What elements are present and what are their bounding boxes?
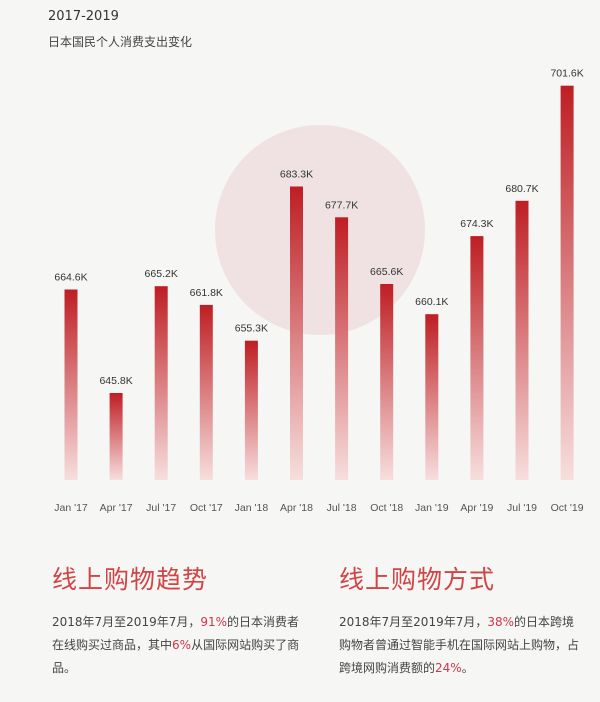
online-shopping-method-text: 2018年7月至2019年7月，38%的日本跨境购物者曾通过智能手机在国际网站上…	[339, 611, 584, 680]
highlight-6-percent: 6%	[172, 638, 192, 652]
x-tick-label: Jul '17	[146, 502, 176, 514]
bar-Jul '19	[515, 200, 529, 481]
bar-Oct '18	[380, 284, 394, 480]
bar-Jul '18	[335, 217, 349, 481]
x-tick-label: Oct '18	[370, 502, 403, 514]
online-shopping-method-title: 线上购物方式	[339, 565, 496, 594]
x-tick-label: Jul '19	[507, 502, 537, 514]
bar-Jan '19	[425, 314, 439, 480]
chart-years: 2017-2019	[48, 9, 119, 24]
data-label: 665.6K	[370, 266, 403, 278]
chart-title: 日本国民个人消费支出变化	[48, 35, 193, 49]
highlight-91-percent: 91%	[200, 615, 228, 629]
data-label: 665.2K	[145, 268, 178, 280]
data-label: 701.6K	[550, 68, 583, 80]
data-label: 661.8K	[190, 287, 223, 299]
data-label: 680.7K	[505, 183, 538, 195]
online-shopping-trend-section: 线上购物趋势 2018年7月至2019年7月，91%的日本消费者在线购买过商品，…	[52, 560, 302, 680]
highlight-38-percent: 38%	[487, 615, 515, 629]
text-fragment: 从国际网站购买了商品。	[52, 638, 300, 675]
bar-Jan '18	[244, 340, 258, 480]
online-shopping-method-section: 线上购物方式 2018年7月至2019年7月，38%的日本跨境购物者曾通过智能手…	[339, 560, 584, 680]
data-label: 677.7K	[325, 199, 358, 211]
text-fragment: 的日本跨境购物者曾通过智能手机在国际网站上购物，占跨境网购消费额的	[339, 615, 580, 675]
bar-Apr '17	[109, 393, 123, 480]
data-label: 655.3K	[235, 323, 268, 335]
bar-Oct '17	[199, 304, 213, 480]
bar-Apr '18	[290, 186, 303, 480]
bar-chart: 664.6K Jan '17 645.8K Apr '17 665.2K Jul '17 6…	[54, 68, 584, 514]
x-tick-label: Jul '18	[327, 502, 357, 514]
bar-Jan '17	[64, 289, 78, 480]
bar-Oct '19	[560, 85, 574, 480]
text-fragment: 2018年7月至2019年7月，	[52, 615, 201, 629]
data-label: 660.1K	[415, 296, 448, 308]
text-fragment: 的日本消费者在线购买过商品，其中	[52, 615, 300, 652]
x-tick-label: Apr '18	[280, 502, 313, 514]
data-label: 674.3K	[460, 218, 493, 230]
data-label: 683.3K	[280, 169, 313, 181]
x-tick-label: Oct '19	[551, 502, 584, 514]
text-fragment: 。	[461, 661, 474, 675]
data-label: 664.6K	[54, 272, 87, 284]
text-fragment: 2018年7月至2019年7月，	[339, 615, 488, 629]
x-tick-label: Jan '18	[235, 502, 269, 514]
x-tick-label: Apr '19	[460, 502, 493, 514]
bar-Apr '19	[470, 236, 484, 480]
data-label: 645.8K	[99, 375, 132, 387]
highlight-24-percent: 24%	[435, 661, 462, 675]
x-tick-label: Apr '17	[100, 502, 133, 514]
x-tick-label: Oct '17	[190, 502, 223, 514]
online-shopping-trend-title: 线上购物趋势	[52, 565, 209, 594]
x-tick-label: Jan '19	[415, 502, 449, 514]
bar-Jul '17	[154, 286, 168, 480]
background-circle	[215, 125, 425, 335]
x-tick-label: Jan '17	[54, 502, 88, 514]
online-shopping-trend-text: 2018年7月至2019年7月，91%的日本消费者在线购买过商品，其中6%从国际…	[52, 611, 302, 680]
chart-header: 2017-2019 日本国民个人消费支出变化	[48, 9, 192, 50]
